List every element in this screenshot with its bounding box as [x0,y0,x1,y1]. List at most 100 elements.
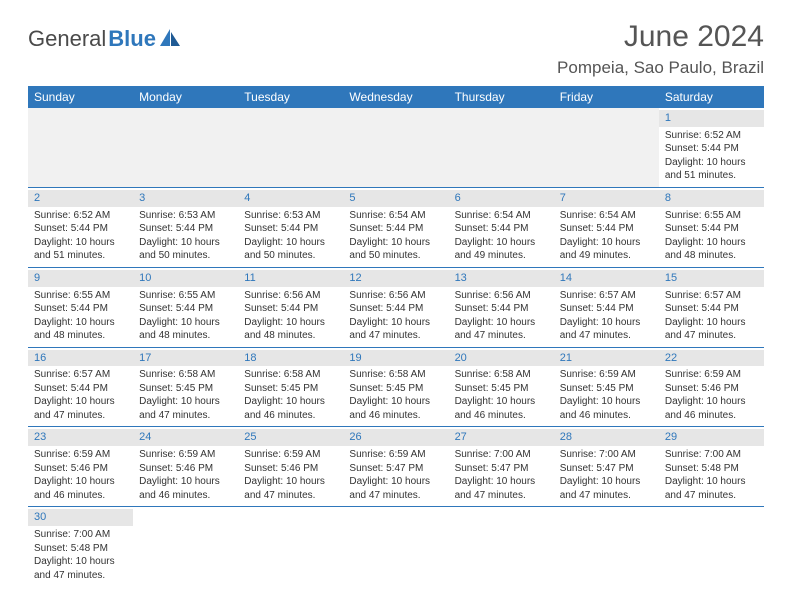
day-number: 26 [343,429,448,446]
sunrise-text: Sunrise: 6:59 AM [139,448,232,462]
calendar-day-cell: 11Sunrise: 6:56 AMSunset: 5:44 PMDayligh… [238,267,343,347]
daylight-text: Daylight: 10 hours and 49 minutes. [455,236,548,263]
day-number: 13 [449,270,554,287]
month-title: June 2024 [557,20,764,54]
sunrise-text: Sunrise: 6:52 AM [665,129,758,143]
logo-sail-icon [160,29,182,47]
calendar-day-cell: 23Sunrise: 6:59 AMSunset: 5:46 PMDayligh… [28,427,133,507]
sunset-text: Sunset: 5:44 PM [349,222,442,236]
day-number: 29 [659,429,764,446]
calendar-day-cell: 8Sunrise: 6:55 AMSunset: 5:44 PMDaylight… [659,187,764,267]
daylight-text: Daylight: 10 hours and 46 minutes. [665,395,758,422]
weekday-header: Monday [133,86,238,108]
calendar-day-cell: 27Sunrise: 7:00 AMSunset: 5:47 PMDayligh… [449,427,554,507]
weekday-header: Saturday [659,86,764,108]
calendar-week-row: 1Sunrise: 6:52 AMSunset: 5:44 PMDaylight… [28,108,764,187]
day-number: 5 [343,190,448,207]
sunrise-text: Sunrise: 6:58 AM [244,368,337,382]
day-number: 14 [554,270,659,287]
daylight-text: Daylight: 10 hours and 48 minutes. [244,316,337,343]
daylight-text: Daylight: 10 hours and 50 minutes. [349,236,442,263]
sunset-text: Sunset: 5:45 PM [455,382,548,396]
daylight-text: Daylight: 10 hours and 47 minutes. [665,475,758,502]
day-number: 28 [554,429,659,446]
sunrise-text: Sunrise: 6:53 AM [244,209,337,223]
sunset-text: Sunset: 5:45 PM [349,382,442,396]
sunset-text: Sunset: 5:44 PM [560,302,653,316]
sunset-text: Sunset: 5:47 PM [560,462,653,476]
sunrise-text: Sunrise: 6:59 AM [665,368,758,382]
calendar-day-cell [659,507,764,586]
day-number: 22 [659,350,764,367]
day-number: 6 [449,190,554,207]
day-number: 7 [554,190,659,207]
calendar-day-cell: 2Sunrise: 6:52 AMSunset: 5:44 PMDaylight… [28,187,133,267]
sunset-text: Sunset: 5:47 PM [349,462,442,476]
calendar-day-cell [343,108,448,187]
sunrise-text: Sunrise: 6:58 AM [349,368,442,382]
daylight-text: Daylight: 10 hours and 47 minutes. [349,316,442,343]
daylight-text: Daylight: 10 hours and 46 minutes. [139,475,232,502]
calendar-day-cell: 3Sunrise: 6:53 AMSunset: 5:44 PMDaylight… [133,187,238,267]
daylight-text: Daylight: 10 hours and 47 minutes. [560,316,653,343]
sunset-text: Sunset: 5:45 PM [244,382,337,396]
sunset-text: Sunset: 5:44 PM [665,142,758,156]
daylight-text: Daylight: 10 hours and 50 minutes. [139,236,232,263]
sunrise-text: Sunrise: 6:58 AM [139,368,232,382]
sunset-text: Sunset: 5:44 PM [665,222,758,236]
calendar-day-cell [28,108,133,187]
calendar-day-cell: 7Sunrise: 6:54 AMSunset: 5:44 PMDaylight… [554,187,659,267]
sunrise-text: Sunrise: 6:53 AM [139,209,232,223]
sunset-text: Sunset: 5:46 PM [665,382,758,396]
weekday-header: Wednesday [343,86,448,108]
daylight-text: Daylight: 10 hours and 50 minutes. [244,236,337,263]
header: GeneralBlue June 2024 Pompeia, Sao Paulo… [28,20,764,78]
daylight-text: Daylight: 10 hours and 46 minutes. [349,395,442,422]
calendar-day-cell: 29 Sunrise: 7:00 AMSunset: 5:48 PMDayligh… [659,427,764,507]
sunset-text: Sunset: 5:44 PM [244,302,337,316]
sunrise-text: Sunrise: 6:56 AM [455,289,548,303]
sunset-text: Sunset: 5:45 PM [560,382,653,396]
sunset-text: Sunset: 5:44 PM [349,302,442,316]
sunrise-text: Sunrise: 6:59 AM [560,368,653,382]
calendar-day-cell: 26Sunrise: 6:59 AMSunset: 5:47 PMDayligh… [343,427,448,507]
calendar-day-cell: 4Sunrise: 6:53 AMSunset: 5:44 PMDaylight… [238,187,343,267]
daylight-text: Daylight: 10 hours and 47 minutes. [560,475,653,502]
sunrise-text: Sunrise: 6:54 AM [349,209,442,223]
calendar-day-cell [449,108,554,187]
day-number: 3 [133,190,238,207]
daylight-text: Daylight: 10 hours and 47 minutes. [34,395,127,422]
calendar-day-cell: 18Sunrise: 6:58 AMSunset: 5:45 PMDayligh… [238,347,343,427]
calendar-day-cell: 22Sunrise: 6:59 AMSunset: 5:46 PMDayligh… [659,347,764,427]
day-number: 12 [343,270,448,287]
day-number: 17 [133,350,238,367]
calendar-day-cell: 10Sunrise: 6:55 AMSunset: 5:44 PMDayligh… [133,267,238,347]
day-number: 9 [28,270,133,287]
weekday-header: Tuesday [238,86,343,108]
day-number: 18 [238,350,343,367]
daylight-text: Daylight: 10 hours and 46 minutes. [34,475,127,502]
location-subtitle: Pompeia, Sao Paulo, Brazil [557,58,764,78]
daylight-text: Daylight: 10 hours and 47 minutes. [665,316,758,343]
sunset-text: Sunset: 5:45 PM [139,382,232,396]
sunset-text: Sunset: 5:48 PM [665,462,758,476]
sunrise-text: Sunrise: 6:56 AM [244,289,337,303]
calendar-week-row: 2Sunrise: 6:52 AMSunset: 5:44 PMDaylight… [28,187,764,267]
sunset-text: Sunset: 5:44 PM [455,302,548,316]
sunrise-text: Sunrise: 6:52 AM [34,209,127,223]
calendar-day-cell [449,507,554,586]
calendar-day-cell [133,108,238,187]
sunrise-text: Sunrise: 6:56 AM [349,289,442,303]
calendar-week-row: 30Sunrise: 7:00 AMSunset: 5:48 PMDayligh… [28,507,764,586]
title-block: June 2024 Pompeia, Sao Paulo, Brazil [557,20,764,78]
calendar-day-cell: 20Sunrise: 6:58 AMSunset: 5:45 PMDayligh… [449,347,554,427]
daylight-text: Daylight: 10 hours and 47 minutes. [139,395,232,422]
day-number: 1 [659,110,764,127]
sunrise-text: Sunrise: 7:00 AM [665,448,758,462]
sunset-text: Sunset: 5:47 PM [455,462,548,476]
calendar-table: Sunday Monday Tuesday Wednesday Thursday… [28,86,764,586]
sunrise-text: Sunrise: 6:54 AM [455,209,548,223]
sunrise-text: Sunrise: 6:59 AM [349,448,442,462]
calendar-day-cell: 14Sunrise: 6:57 AMSunset: 5:44 PMDayligh… [554,267,659,347]
daylight-text: Daylight: 10 hours and 47 minutes. [455,475,548,502]
